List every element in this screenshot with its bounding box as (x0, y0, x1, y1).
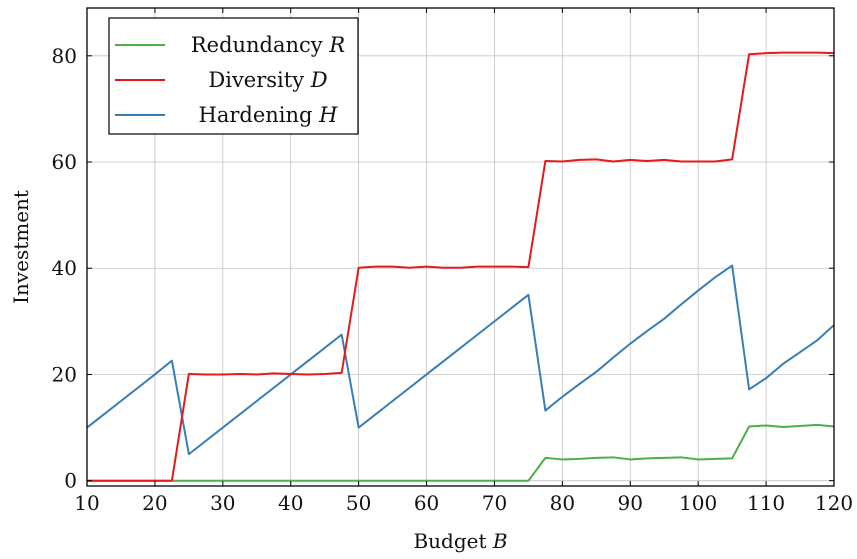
legend-label-diversity: Diversity D (208, 68, 327, 92)
x-tick-label: 70 (482, 491, 507, 515)
y-axis-label: Investment (9, 190, 33, 304)
x-tick-label: 100 (679, 491, 717, 515)
x-tick-label: 40 (278, 491, 303, 515)
y-tick-label: 40 (52, 256, 77, 280)
legend-label-hardening: Hardening H (199, 103, 339, 127)
x-axis-label: Budget B (413, 529, 507, 553)
legend: Redundancy R Diversity D Hardening H (108, 17, 359, 135)
x-tick-label: 10 (74, 491, 99, 515)
series-line-redundancy (87, 423, 835, 482)
x-tick-label: 120 (815, 491, 853, 515)
legend-label-redundancy: Redundancy R (191, 33, 346, 57)
axis-ticks: 10 20 30 40 50 60 70 80 90 100 110 120 0 20 40 60 80 (52, 8, 853, 515)
series-line-hardening (86, 264, 835, 456)
x-tick-label: 20 (142, 491, 167, 515)
x-tick-label: 90 (618, 491, 643, 515)
series-layer (86, 51, 835, 482)
y-tick-label: 0 (64, 469, 77, 493)
y-tick-label: 60 (52, 150, 77, 174)
x-tick-label: 30 (210, 491, 235, 515)
x-tick-label: 50 (346, 491, 371, 515)
series-line-diversity (87, 51, 835, 482)
plot-frame (86, 7, 835, 487)
x-tick-label: 60 (414, 491, 439, 515)
x-tick-label: 80 (550, 491, 575, 515)
y-tick-label: 20 (52, 362, 77, 386)
x-tick-label: 110 (747, 491, 785, 515)
y-tick-label: 80 (52, 44, 77, 68)
